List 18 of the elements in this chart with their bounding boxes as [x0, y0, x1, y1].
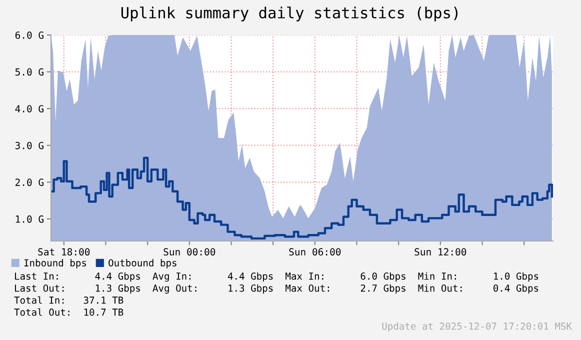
- y-tick-label: 5.0 G: [15, 68, 44, 76]
- text: Total In: 37.1 TB: [14, 296, 124, 304]
- text: Update at 2025-12-07 17:20:01 MSK: [382, 322, 572, 332]
- y-tick-label: 1.0 G: [16, 215, 44, 223]
- x-tick-label: Sun 12:00: [414, 248, 466, 256]
- chart-title: Uplink summary daily statistics (bps): [121, 6, 458, 22]
- text: Last In: 4.4 Gbps Avg In: 4.4 Gbps Max In: 6.0 Gbps Min In: 1.0 Gbps: [15, 272, 538, 282]
- x-tick-label: Sun 06:00: [289, 248, 341, 256]
- y-tick-label: 2.0 G: [16, 178, 44, 186]
- legend-label: Outbound bps: [108, 259, 176, 268]
- y-tick-label: 4.0 G: [15, 105, 44, 112]
- text: Last Out: 1.3 Gbps Avg Out: 1.3 Gbps Max Out: 2.7 Gbps Min Out: 0.4 Gbps: [15, 284, 538, 294]
- y-tick-label: 6.0 G: [15, 32, 44, 39]
- y-tick-label: 3.0 G: [15, 142, 44, 150]
- text: Total Out: 10.7 TB: [14, 308, 124, 316]
- legend-label: Inbound bps: [24, 259, 86, 268]
- x-tick-label: Sun 00:00: [164, 248, 216, 256]
- x-tick-label: Sat 18:00: [38, 248, 90, 256]
